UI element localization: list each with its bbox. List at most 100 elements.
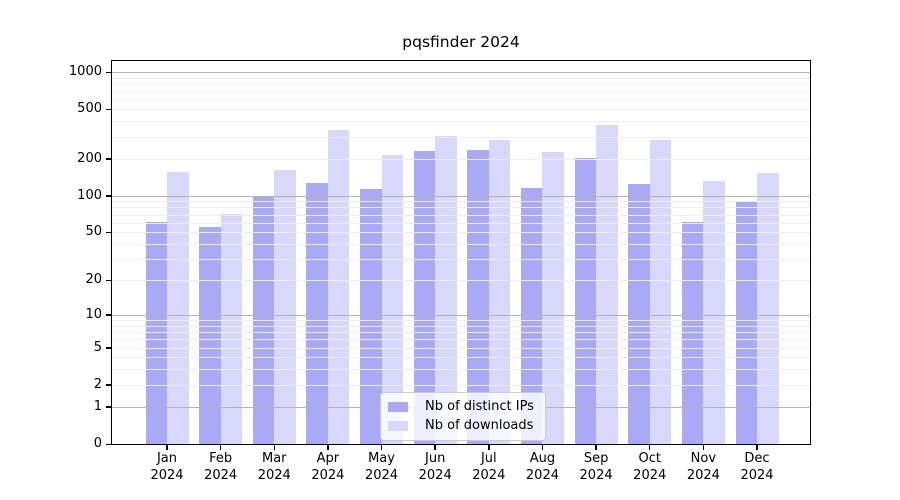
bar-distinct-ips-may	[360, 189, 382, 444]
y-tick-mark	[106, 384, 111, 386]
x-tick-mark	[219, 445, 222, 450]
y-tick-mark	[106, 195, 111, 197]
x-tick-label: Jul 2024	[457, 451, 521, 484]
bar-downloads-sep	[596, 124, 618, 444]
legend-item-distinct-ips: Nb of distinct IPs	[388, 397, 534, 416]
x-tick-label: Jun 2024	[403, 451, 467, 484]
gridline-minor	[112, 244, 810, 246]
gridline-minor	[112, 222, 810, 224]
x-tick-label: Jan 2024	[135, 451, 199, 484]
x-tick-year: 2024	[257, 467, 291, 483]
y-tick-label: 500	[77, 101, 102, 117]
bar-downloads-may	[381, 155, 404, 444]
y-tick-label: 2	[93, 376, 102, 392]
legend-item-downloads: Nb of downloads	[388, 416, 534, 435]
x-tick-month: May	[368, 451, 395, 466]
y-tick-mark	[106, 406, 111, 408]
x-tick-month: Sep	[583, 451, 609, 466]
bar-downloads-dec	[757, 173, 779, 444]
x-tick-year: 2024	[579, 467, 613, 483]
bar-downloads-oct	[649, 140, 672, 444]
legend: Nb of distinct IPs Nb of downloads	[380, 392, 546, 441]
gridline-major	[112, 72, 810, 74]
gridline-minor	[112, 325, 810, 327]
y-tick-label: 10	[85, 306, 102, 322]
y-tick-mark	[106, 108, 111, 111]
y-tick-mark	[106, 71, 111, 74]
x-tick-mark	[702, 445, 705, 450]
bar-distinct-ips-apr	[306, 183, 328, 444]
x-tick-year: 2024	[418, 467, 452, 483]
gridline-minor	[112, 109, 810, 111]
gridline-major	[112, 314, 810, 316]
bar-distinct-ips-sep	[574, 158, 597, 444]
x-tick-month: Jan	[156, 451, 178, 466]
x-tick-mark	[166, 445, 168, 450]
x-tick-year: 2024	[364, 467, 399, 483]
plot-area	[111, 60, 811, 445]
y-tick-label: 200	[77, 150, 102, 166]
legend-label-distinct-ips: Nb of distinct IPs	[425, 399, 534, 414]
x-tick-year: 2024	[633, 467, 667, 483]
gridline-minor	[112, 357, 810, 359]
y-tick-mark	[106, 158, 111, 160]
bar-downloads-apr	[327, 130, 350, 444]
y-tick-mark	[106, 231, 111, 234]
legend-swatch-downloads	[388, 420, 408, 431]
y-tick-label: 5	[93, 339, 102, 355]
x-tick-mark	[541, 445, 544, 450]
y-tick-mark	[106, 443, 111, 445]
gridline-minor	[112, 91, 810, 93]
x-tick-year: 2024	[204, 467, 238, 483]
chart-title: pqsfinder 2024	[402, 33, 520, 51]
gridline-minor	[112, 320, 810, 322]
gridline-minor	[112, 84, 810, 86]
x-tick-mark	[434, 445, 436, 450]
gridline-minor	[112, 121, 810, 123]
x-tick-month: Feb	[209, 451, 233, 466]
gridline-major	[112, 195, 810, 197]
x-tick-label: Mar 2024	[242, 451, 306, 484]
x-tick-label: Feb 2024	[189, 451, 253, 484]
y-tick-mark	[106, 314, 111, 316]
gridline-minor	[112, 77, 810, 79]
gridline-minor	[112, 136, 810, 138]
gridline-minor	[112, 158, 810, 160]
bar-distinct-ips-jun	[413, 151, 436, 444]
gridline-minor	[112, 347, 810, 349]
y-tick-label: 100	[77, 187, 102, 203]
y-tick-label: 20	[85, 272, 102, 288]
x-tick-year: 2024	[525, 467, 559, 483]
bar-downloads-nov	[703, 181, 725, 444]
x-tick-month: Nov	[690, 451, 717, 466]
x-tick-month: Jun	[425, 451, 446, 466]
x-tick-mark	[488, 445, 490, 450]
x-tick-mark	[595, 445, 597, 450]
x-tick-mark	[380, 445, 383, 450]
x-tick-year: 2024	[472, 467, 506, 483]
y-tick-mark	[106, 279, 111, 282]
bar-downloads-feb	[220, 213, 243, 444]
bar-downloads-aug	[542, 152, 564, 444]
gridline-minor	[112, 207, 810, 209]
legend-label-downloads: Nb of downloads	[425, 418, 534, 433]
bar-downloads-mar	[274, 169, 296, 444]
x-tick-month: Apr	[316, 451, 340, 466]
x-tick-label: Sep 2024	[564, 451, 628, 484]
gridline-minor	[112, 369, 810, 371]
gridline-minor	[112, 280, 810, 282]
y-tick-mark	[106, 347, 111, 349]
x-tick-mark	[273, 445, 276, 450]
gridline-minor	[112, 339, 810, 341]
y-tick-label: 1000	[68, 64, 102, 80]
bar-distinct-ips-oct	[628, 184, 650, 444]
x-tick-year: 2024	[740, 467, 774, 483]
gridline-minor	[112, 99, 810, 101]
bar-distinct-ips-dec	[735, 202, 757, 444]
y-tick-label: 0	[93, 436, 102, 451]
x-tick-mark	[648, 445, 651, 450]
x-tick-label: Nov 2024	[671, 451, 735, 484]
gridline-minor	[112, 384, 810, 386]
gridline-minor	[112, 214, 810, 216]
